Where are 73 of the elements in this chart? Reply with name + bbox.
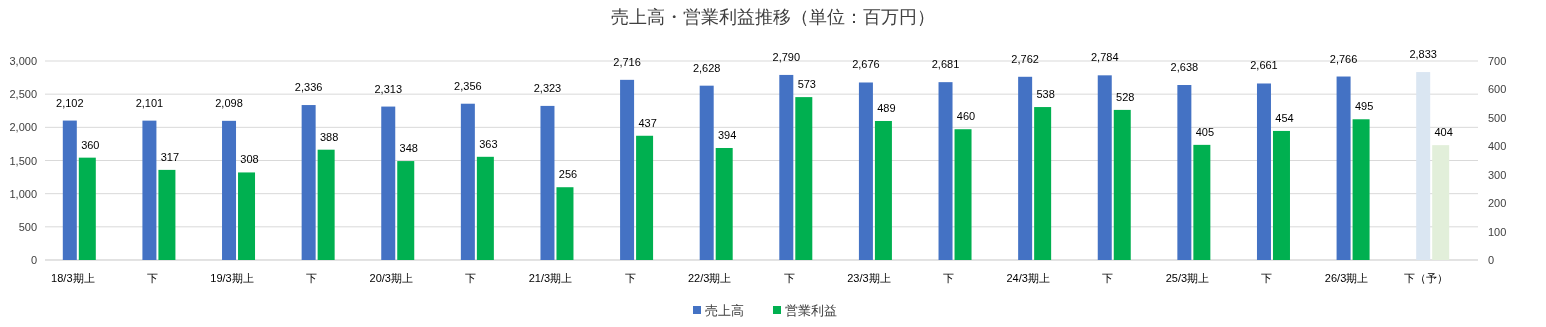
x-tick-label: 26/3期上: [1324, 272, 1369, 284]
y-tick-label: 3,000: [9, 55, 37, 67]
data-label: 2,336: [294, 81, 323, 94]
y-tick-label: 500: [18, 220, 37, 233]
x-tick-label: 20/3期上: [369, 272, 413, 284]
x-tick-label: 下: [624, 272, 636, 284]
data-label: 404: [1434, 126, 1453, 139]
data-label: 394: [718, 128, 737, 141]
data-label: 2,102: [56, 96, 84, 109]
data-label: 2,676: [852, 58, 880, 71]
y-tick-label: 0: [30, 254, 37, 266]
data-label: 528: [1116, 90, 1135, 103]
y2-tick-label: 500: [1488, 111, 1507, 124]
data-label: 454: [1275, 111, 1294, 124]
data-label: 2,098: [215, 96, 243, 109]
data-label: 2,638: [1170, 61, 1199, 74]
x-tick-label: 25/3期上: [1165, 272, 1210, 284]
data-label: 348: [399, 142, 418, 155]
x-tick-label: 下: [943, 272, 955, 284]
y2-tick-label: 200: [1488, 197, 1507, 210]
data-label: 573: [797, 78, 816, 91]
x-tick-label: 21/3期上: [528, 272, 573, 284]
data-label: 2,313: [374, 82, 403, 95]
data-label: 2,323: [533, 81, 562, 94]
data-label: 437: [638, 116, 657, 129]
x-tick-label: 22/3期上: [687, 272, 732, 284]
data-label: 538: [1036, 88, 1055, 101]
data-label: 2,356: [454, 79, 482, 92]
x-tick-label: 下: [783, 272, 795, 284]
data-label: 2,784: [1090, 51, 1119, 64]
legend-label: 営業利益: [785, 303, 837, 318]
x-tick-label: 下: [1102, 272, 1114, 284]
x-tick-label: 23/3期上: [847, 272, 891, 284]
data-label: 360: [81, 138, 100, 151]
y2-tick-label: 600: [1488, 83, 1507, 96]
data-label: 489: [877, 101, 896, 114]
data-label: 256: [558, 168, 578, 181]
y2-tick-label: 400: [1488, 140, 1507, 153]
data-label: 388: [319, 130, 339, 143]
data-label: 363: [479, 137, 498, 150]
y2-tick-label: 0: [1488, 254, 1495, 266]
x-tick-label: 下: [465, 272, 477, 284]
x-tick-label: 下: [146, 272, 158, 284]
legend-label: 売上高: [705, 303, 744, 318]
data-label: 2,762: [1011, 52, 1039, 65]
data-label: 2,766: [1329, 52, 1358, 65]
y-tick-label: 2,500: [9, 88, 37, 101]
data-label: 460: [956, 110, 976, 123]
y-tick-label: 2,000: [9, 121, 37, 134]
data-label: 405: [1195, 125, 1215, 138]
data-label: 308: [240, 153, 259, 166]
y2-tick-label: 300: [1488, 168, 1507, 181]
chart-title: 売上高・営業利益推移（単位：百万円）: [611, 7, 935, 27]
data-label: 2,716: [613, 55, 641, 68]
y2-tick-label: 700: [1488, 55, 1507, 67]
bar: [540, 105, 555, 260]
data-label: 495: [1354, 100, 1374, 113]
x-tick-label: 18/3期上: [51, 272, 95, 284]
data-label: 2,790: [772, 50, 801, 63]
x-tick-label: 下: [306, 272, 318, 284]
data-label: 2,681: [931, 58, 960, 71]
x-tick-label: 下（予）: [1404, 272, 1449, 284]
x-tick-label: 19/3期上: [210, 272, 254, 284]
y-tick-label: 1,500: [9, 154, 37, 167]
x-tick-label: 下: [1261, 272, 1273, 284]
data-label: 2,833: [1409, 48, 1437, 61]
data-label: 317: [160, 150, 180, 163]
data-label: 2,628: [692, 61, 721, 74]
data-label: 2,661: [1250, 59, 1278, 72]
y-tick-label: 1,000: [9, 187, 37, 200]
data-label: 2,101: [135, 96, 164, 109]
x-tick-label: 24/3期上: [1006, 272, 1050, 284]
y2-tick-label: 100: [1488, 225, 1507, 238]
